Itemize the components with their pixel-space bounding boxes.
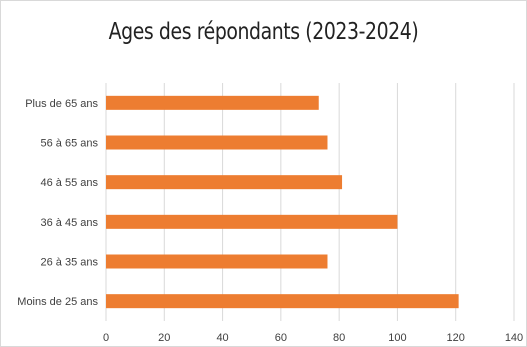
x-tick-label: 60 [275, 332, 287, 344]
bar-0 [106, 95, 319, 110]
gridlines [105, 83, 515, 321]
category-label: 46 à 55 ans [41, 177, 99, 189]
bar-4 [106, 254, 328, 269]
bar-1 [106, 135, 328, 150]
bars [106, 95, 459, 309]
bar-2 [106, 175, 343, 190]
bar-3 [106, 214, 398, 229]
x-tick-label: 140 [505, 332, 523, 344]
x-tick-label: 100 [388, 332, 406, 344]
category-label: 26 à 35 ans [41, 257, 99, 269]
x-tick-label: 120 [447, 332, 465, 344]
category-label: 56 à 65 ans [41, 138, 99, 150]
chart-title: Ages des répondants (2023-2024) [108, 19, 419, 45]
category-label: Moins de 25 ans [17, 296, 98, 308]
x-tick-label: 80 [333, 332, 345, 344]
category-label: Plus de 65 ans [25, 98, 98, 110]
x-tick-label: 40 [216, 332, 228, 344]
category-labels: Plus de 65 ans 56 à 65 ans 46 à 55 ans 36 à… [17, 98, 98, 308]
category-label: 36 à 45 ans [41, 217, 99, 229]
x-tick-label: 0 [103, 332, 109, 344]
x-tick-label: 20 [158, 332, 170, 344]
bar-5 [106, 294, 459, 309]
x-tick-labels: 0 20 40 60 80 100 120 140 [103, 332, 523, 344]
